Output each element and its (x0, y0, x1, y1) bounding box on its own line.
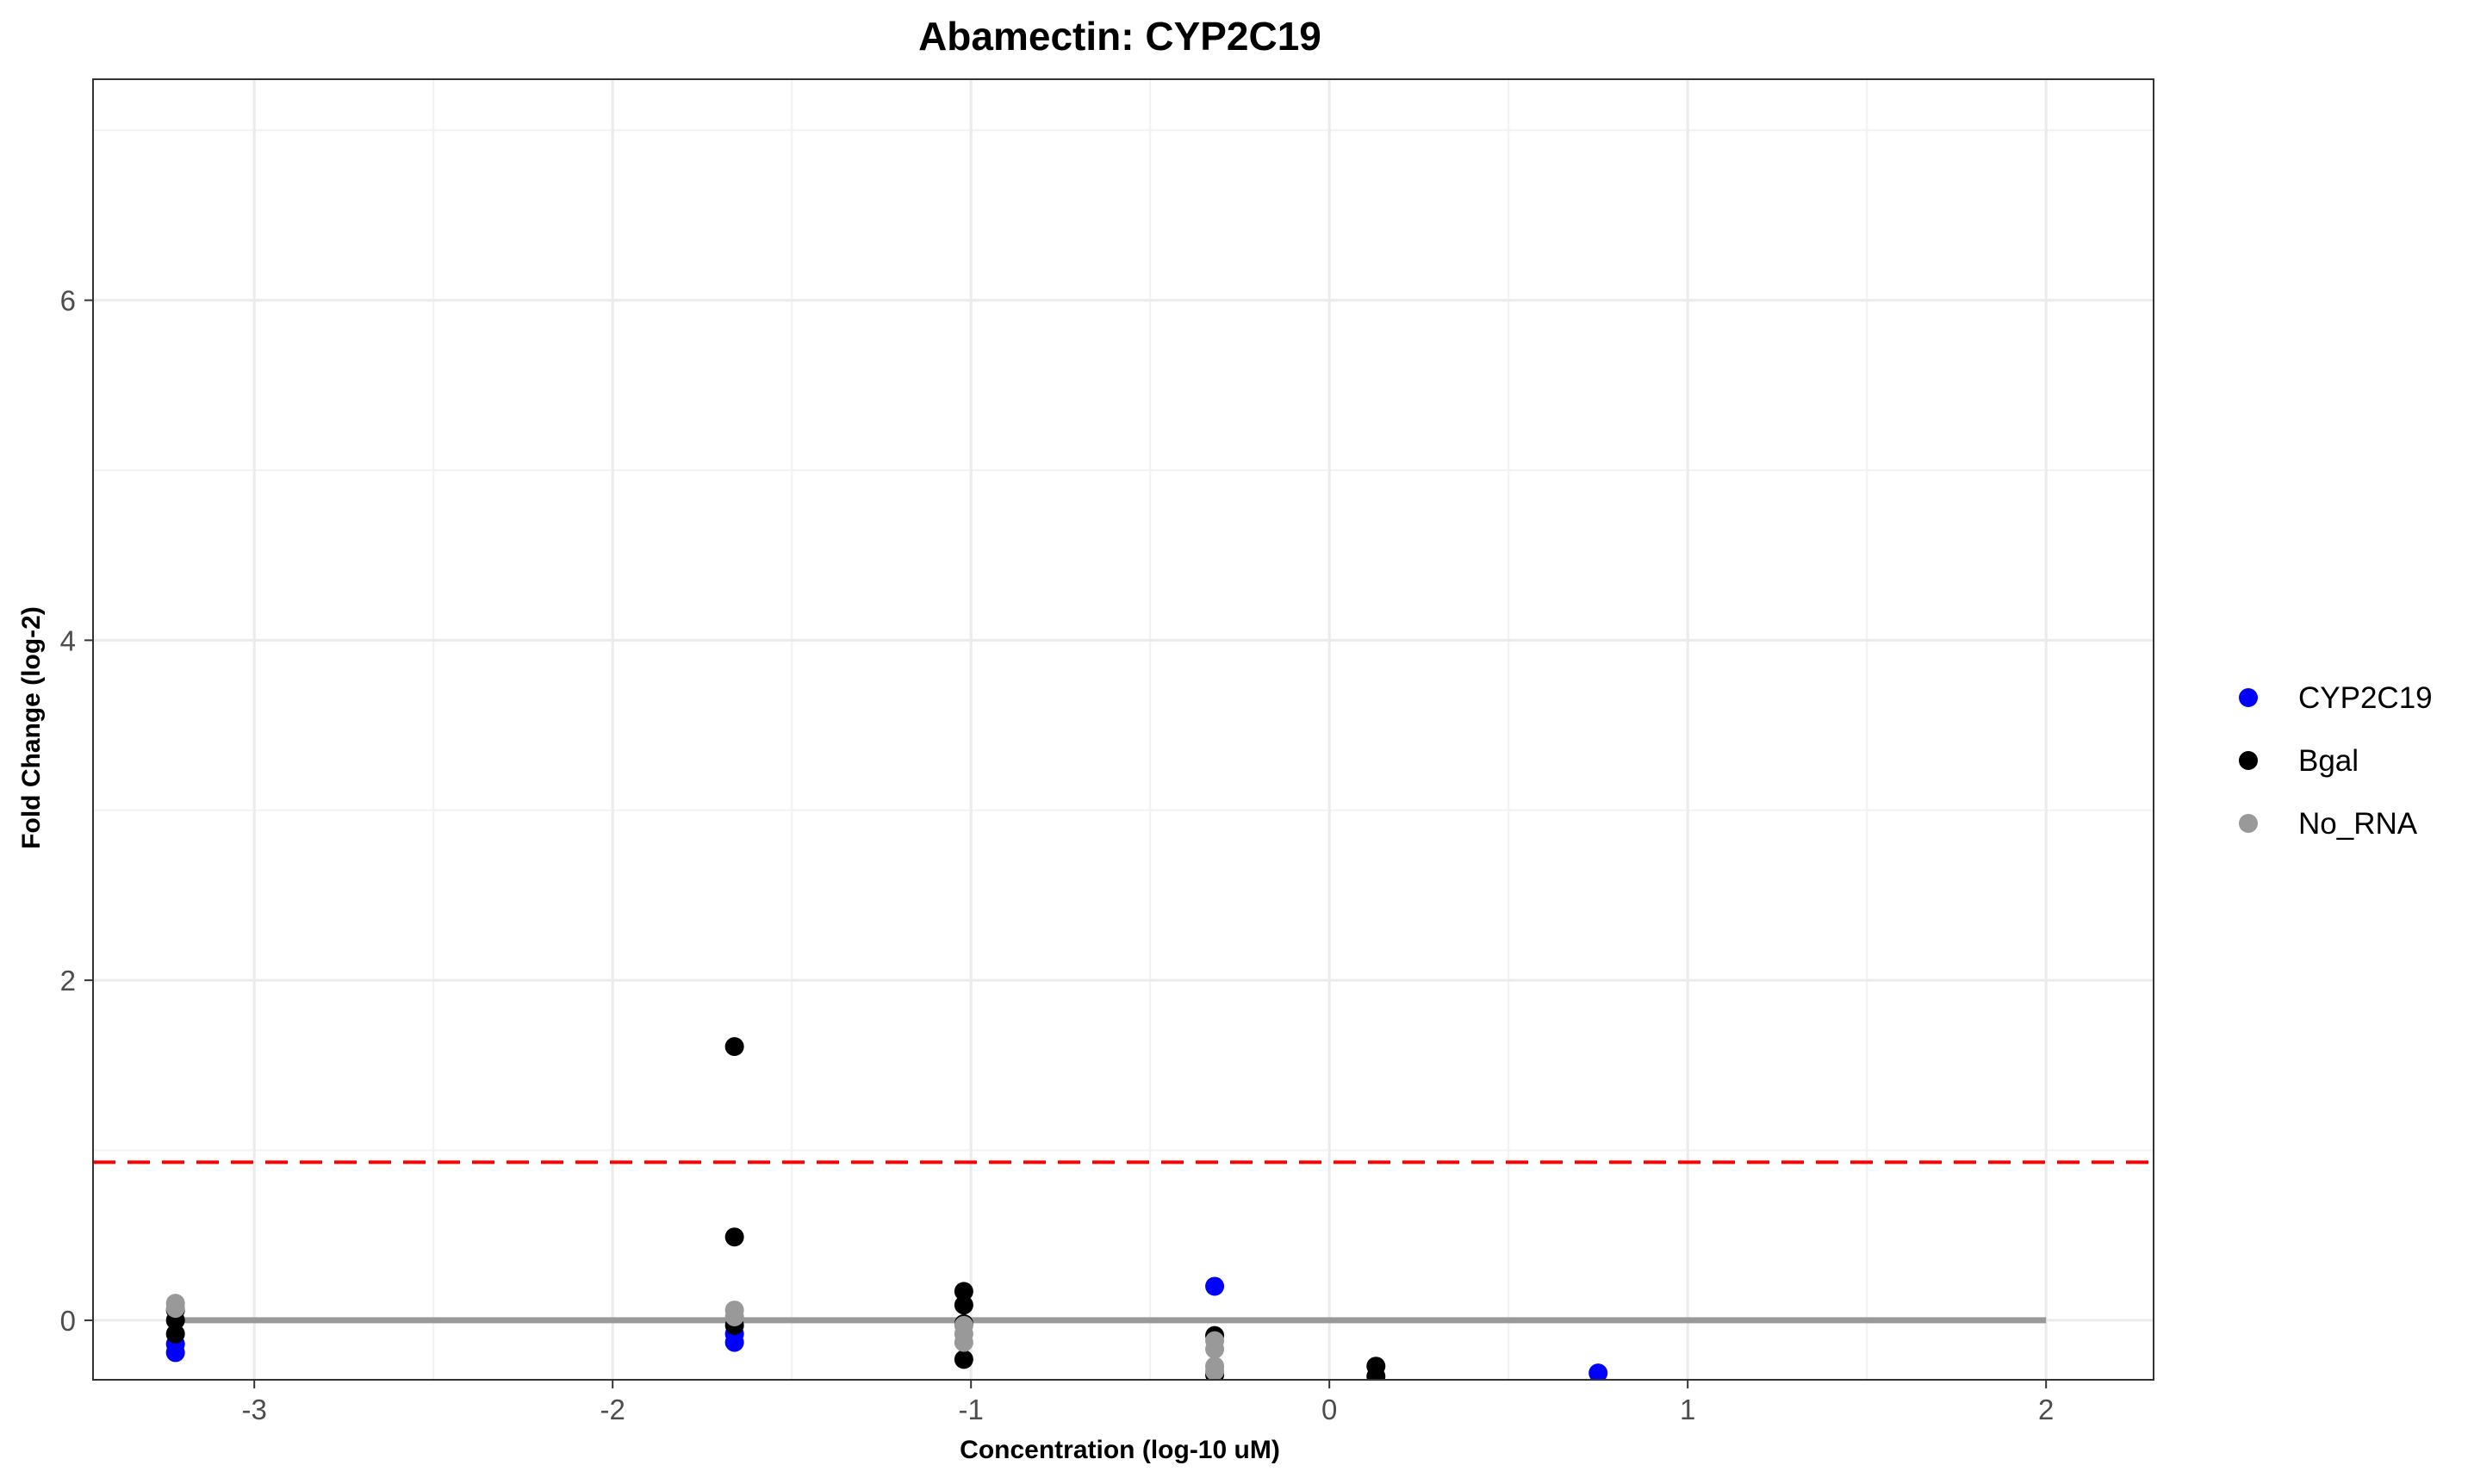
legend-label-cyp2c19: CYP2C19 (2298, 681, 2433, 715)
y-tick-label: 6 (60, 285, 76, 317)
x-tick-label: 0 (1321, 1394, 1337, 1425)
data-point (954, 1333, 973, 1352)
y-axis-title: Fold Change (log-2) (17, 606, 46, 849)
axis-ticks: -3 -2 -1 0 1 2 0 2 4 6 (60, 285, 2055, 1425)
y-tick-label: 0 (60, 1305, 76, 1337)
series-no-rna (166, 1294, 1224, 1381)
data-point (1205, 1362, 1224, 1381)
x-tick-label: -3 (242, 1394, 267, 1425)
data-point (725, 1307, 744, 1326)
x-tick-label: -2 (600, 1394, 625, 1425)
series-cyp2c19 (166, 1276, 1608, 1382)
legend-key-no-rna (2239, 814, 2258, 833)
x-axis-title: Concentration (log-10 uM) (960, 1436, 1280, 1464)
legend-label-no-rna: No_RNA (2298, 807, 2418, 841)
data-point (1366, 1367, 1385, 1386)
data-point (725, 1037, 744, 1056)
legend-label-bgal: Bgal (2298, 744, 2359, 778)
data-point (166, 1299, 185, 1318)
data-point (1205, 1339, 1224, 1358)
data-point (954, 1350, 973, 1369)
chart-title: Abamectin: CYP2C19 (918, 14, 1321, 59)
data-points (166, 1037, 1608, 1386)
data-point (954, 1295, 973, 1314)
grid-lines (93, 79, 2154, 1380)
legend: CYP2C19 Bgal No_RNA (2239, 681, 2433, 841)
legend-key-cyp2c19 (2239, 688, 2258, 707)
x-tick-label: 2 (2038, 1394, 2054, 1425)
y-tick-label: 4 (60, 624, 76, 656)
legend-key-bgal (2239, 751, 2258, 770)
x-tick-label: 1 (1680, 1394, 1695, 1425)
data-point (1205, 1276, 1224, 1295)
y-tick-label: 2 (60, 965, 76, 997)
data-point (725, 1227, 744, 1246)
series-bgal (166, 1037, 1386, 1386)
reference-lines (93, 1162, 2154, 1320)
plot-panel-border (93, 79, 2154, 1380)
x-tick-label: -1 (959, 1394, 984, 1425)
